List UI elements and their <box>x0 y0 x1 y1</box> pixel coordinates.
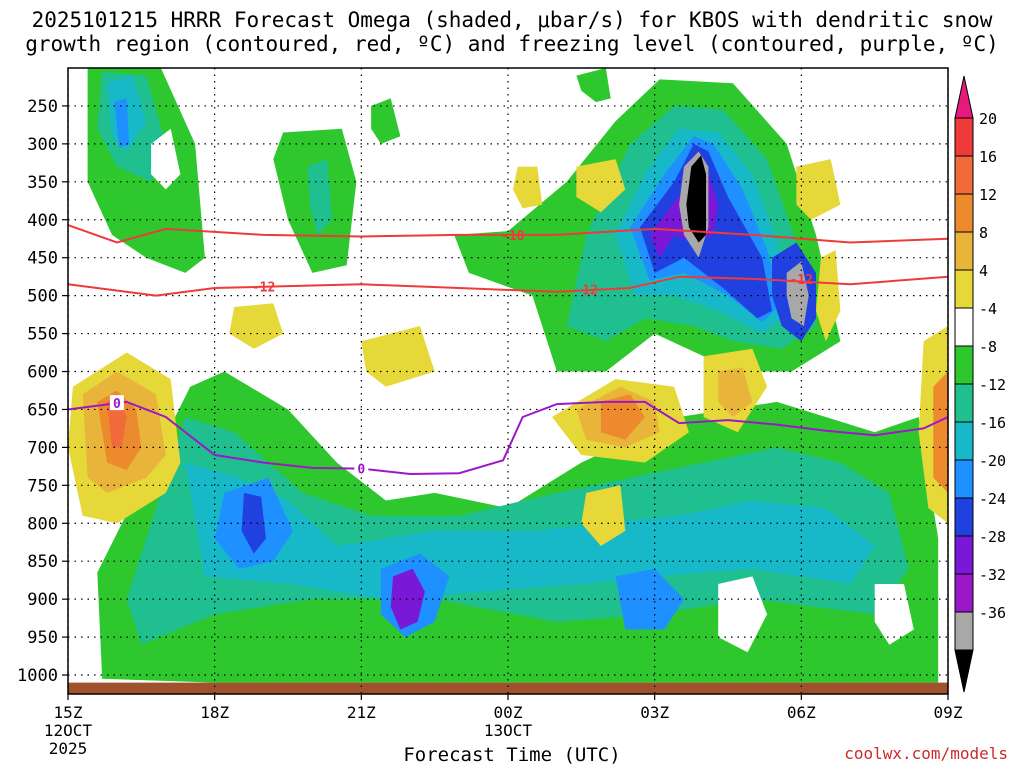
colorbar-label-0: 20 <box>979 110 997 128</box>
colorbar-label-13: -36 <box>979 604 1006 622</box>
dgz-contour-1 <box>67 275 949 297</box>
omega-region-25 <box>390 568 425 630</box>
omega-region-24 <box>241 492 266 554</box>
omega-region-23 <box>615 568 684 630</box>
dgz-label-1: -12 <box>252 281 275 296</box>
x-tick-date-15Z: 12OCT <box>44 721 93 740</box>
y-tick-label-550: 550 <box>27 325 58 345</box>
freezing-level-label-0: 0 <box>113 397 121 412</box>
colorbar-bottom-arrow <box>954 649 974 693</box>
x-tick-label-18Z: 18Z <box>200 703 229 722</box>
colorbar-band-0 <box>954 117 974 157</box>
colorbar-label-3: 8 <box>979 224 988 242</box>
omega-region-40 <box>816 250 841 342</box>
colorbar-label-5: -4 <box>979 300 997 318</box>
omega-region-34 <box>796 159 841 220</box>
omega-region-20 <box>185 462 875 600</box>
x-tick-label-21Z: 21Z <box>347 703 376 722</box>
freezing-level-label-1: 0 <box>357 463 365 478</box>
dgz-label-3: -12 <box>790 273 813 288</box>
omega-gap-1 <box>718 576 768 653</box>
omega-region-7 <box>576 68 611 103</box>
colorbar-band-1 <box>954 155 974 195</box>
colorbar-band-2 <box>954 193 974 233</box>
x-tick-year-15Z: 2025 <box>49 739 88 758</box>
omega-region-43 <box>933 371 948 493</box>
colorbar-label-6: -8 <box>979 338 997 356</box>
y-tick-label-750: 750 <box>27 476 58 496</box>
omega-region-30 <box>229 303 284 349</box>
y-tick-label-300: 300 <box>27 135 58 155</box>
omega-gap-2 <box>874 584 914 645</box>
x-tick-label-06Z: 06Z <box>787 703 816 722</box>
dgz-label-2: -12 <box>574 284 597 299</box>
y-tick-label-600: 600 <box>27 363 58 383</box>
colorbar-label-9: -20 <box>979 452 1006 470</box>
y-tick-label-500: 500 <box>27 287 58 307</box>
y-tick-label-350: 350 <box>27 173 58 193</box>
colorbar-band-12 <box>954 573 974 613</box>
omega-region-37 <box>600 394 645 440</box>
omega-region-15 <box>686 155 706 243</box>
x-tick-label-00Z: 00Z <box>494 703 523 722</box>
x-axis-title: Forecast Time (UTC) <box>403 744 621 766</box>
colorbar-band-13 <box>954 611 974 651</box>
colorbar-band-7 <box>954 383 974 423</box>
dgz-contour-0 <box>67 224 949 244</box>
omega-region-41 <box>581 485 626 546</box>
omega-region-3 <box>114 98 130 148</box>
y-tick-label-1000: 1000 <box>17 666 58 686</box>
y-tick-label-900: 900 <box>27 590 58 610</box>
colorbar-band-9 <box>954 459 974 499</box>
colorbar-label-2: 12 <box>979 186 997 204</box>
y-tick-label-700: 700 <box>27 438 58 458</box>
y-tick-label-650: 650 <box>27 400 58 420</box>
omega-shading-group <box>68 68 948 683</box>
x-tick-label-09Z: 09Z <box>934 703 963 722</box>
omega-region-17 <box>786 261 809 326</box>
site-credit: coolwx.com/models <box>844 744 1008 763</box>
colorbar-label-12: -32 <box>979 566 1006 584</box>
omega-region-32 <box>512 166 543 209</box>
y-tick-label-250: 250 <box>27 97 58 117</box>
y-tick-label-400: 400 <box>27 211 58 231</box>
colorbar-label-8: -16 <box>979 414 1006 432</box>
colorbar-band-8 <box>954 421 974 461</box>
omega-region-31 <box>361 326 435 387</box>
y-tick-label-950: 950 <box>27 628 58 648</box>
omega-region-33 <box>576 159 626 213</box>
omega-region-5 <box>307 159 332 235</box>
dgz-label-0: -18 <box>501 229 525 244</box>
colorbar-label-7: -12 <box>979 376 1006 394</box>
y-tick-label-800: 800 <box>27 514 58 534</box>
colorbar-label-11: -28 <box>979 528 1006 546</box>
colorbar-label-4: 4 <box>979 262 988 280</box>
omega-region-39 <box>718 367 753 417</box>
y-tick-label-850: 850 <box>27 552 58 572</box>
colorbar-band-4 <box>954 269 974 309</box>
colorbar-band-11 <box>954 535 974 575</box>
ground-surface <box>68 682 948 694</box>
colorbar-band-10 <box>954 497 974 537</box>
colorbar-band-3 <box>954 231 974 271</box>
colorbar-top-arrow <box>954 75 974 119</box>
freezing-level-line <box>67 400 949 476</box>
x-tick-label-03Z: 03Z <box>640 703 669 722</box>
colorbar-label-1: 16 <box>979 148 997 166</box>
x-tick-date-00Z: 13OCT <box>484 721 533 740</box>
x-tick-label-15Z: 15Z <box>54 703 83 722</box>
chart-title-line-2: growth region (contoured, red, ºC) and f… <box>25 32 999 56</box>
chart-title-line-1: 2025101215 HRRR Forecast Omega (shaded, … <box>31 8 993 32</box>
y-tick-label-450: 450 <box>27 249 58 269</box>
colorbar-band-6 <box>954 345 974 385</box>
omega-region-6 <box>371 98 401 144</box>
colorbar-band-5 <box>954 307 974 347</box>
colorbar-label-10: -24 <box>979 490 1006 508</box>
